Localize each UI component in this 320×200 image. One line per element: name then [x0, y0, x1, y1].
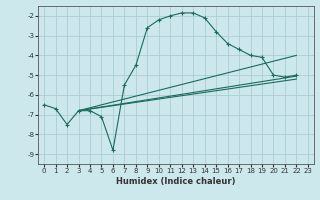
X-axis label: Humidex (Indice chaleur): Humidex (Indice chaleur) [116, 177, 236, 186]
